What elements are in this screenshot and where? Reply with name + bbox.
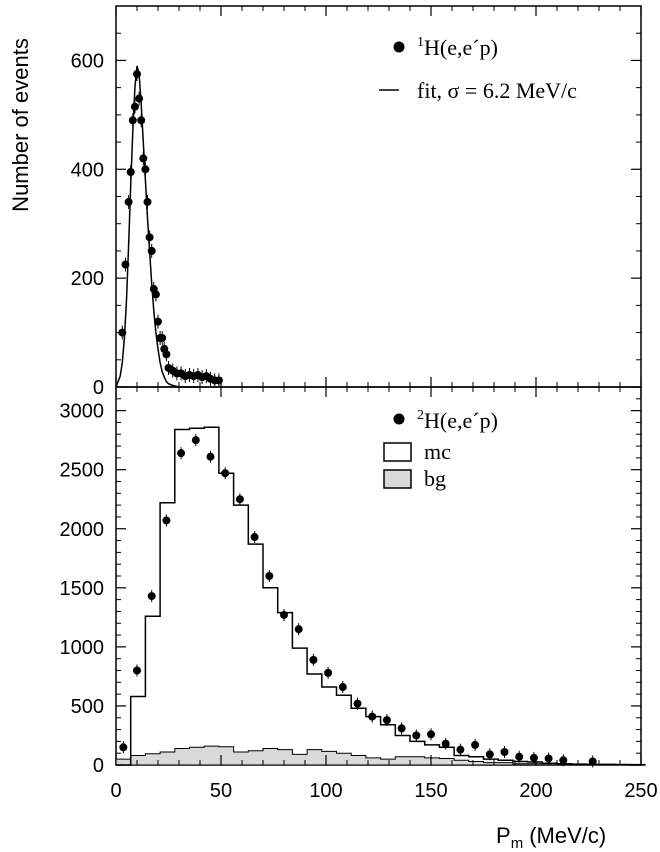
x-tick-label: 0 — [110, 780, 121, 802]
top-data-point — [135, 94, 144, 103]
bottom-data-point — [309, 655, 318, 664]
x-tick-label: 200 — [519, 780, 552, 802]
bottom-data-point — [235, 495, 244, 504]
bottom-data-point — [324, 668, 333, 677]
bottom-y-tick-label: 500 — [71, 696, 104, 718]
x-tick-label: 100 — [309, 780, 342, 802]
bottom-legend-dot-marker — [393, 413, 405, 425]
bottom-data-point — [515, 752, 524, 761]
bottom-y-tick-label: 0 — [93, 755, 104, 777]
top-data-point — [128, 116, 137, 125]
top-data-point — [118, 328, 127, 337]
bottom-data-point — [162, 516, 171, 525]
bottom-y-tick-label: 2000 — [60, 519, 105, 541]
top-legend-item-data: 1H(e,e´p) — [417, 35, 498, 60]
top-data-point — [126, 168, 135, 177]
bottom-data-point — [206, 452, 215, 461]
bottom-y-tick-label: 1500 — [60, 578, 105, 600]
bottom-legend-item-bg: bg — [424, 466, 446, 491]
bottom-y-tick-label: 3000 — [60, 401, 105, 423]
bottom-data-point — [221, 469, 230, 478]
top-data-point — [121, 260, 130, 269]
x-tick-label: 250 — [624, 780, 657, 802]
top-legend-item-fit: fit, σ = 6.2 MeV/c — [417, 78, 577, 103]
top-data-point — [154, 317, 162, 326]
bottom-data-point — [191, 436, 200, 445]
top-data-point — [151, 290, 160, 299]
top-data-point — [158, 334, 167, 343]
bottom-data-point — [485, 750, 494, 759]
bottom-data-point — [280, 610, 288, 619]
bottom-y-tick-label: 2500 — [60, 460, 105, 482]
bottom-data-point — [588, 757, 597, 766]
mc-histogram — [116, 426, 646, 766]
top-legend-dot-marker — [393, 41, 405, 53]
bottom-data-point — [559, 756, 568, 765]
bottom-legend-item-data: 2H(e,e´p) — [417, 408, 498, 433]
bottom-data-point — [338, 683, 347, 692]
bottom-data-point — [500, 748, 509, 757]
bottom-data-point — [529, 753, 538, 762]
top-data-point — [214, 376, 223, 385]
x-tick-label: 150 — [414, 780, 447, 802]
bottom-data-point — [353, 699, 362, 708]
bottom-xlabel: Pm (MeV/c) — [496, 823, 606, 852]
bottom-data-point — [119, 743, 128, 752]
bottom-data-point — [250, 533, 259, 542]
top-data-point — [143, 197, 152, 206]
bottom-legend-mc-box — [383, 442, 412, 462]
x-tick-label: 50 — [210, 780, 232, 802]
bottom-legend-item-mc: mc — [424, 439, 451, 464]
bottom-legend: 2H(e,e´p) mc bg — [383, 408, 498, 491]
top-data-point — [147, 246, 156, 255]
top-data-point — [162, 350, 171, 359]
top-legend: 1H(e,e´p) fit, σ = 6.2 MeV/c — [379, 35, 577, 103]
bottom-data-point — [471, 740, 480, 749]
top-data-point — [124, 197, 133, 206]
bottom-legend-bg-box — [383, 469, 412, 489]
top-data-point — [137, 116, 146, 125]
top-y-tick-label: 200 — [71, 268, 104, 290]
bottom-data-point — [397, 724, 406, 733]
top-y-tick-label: 0 — [93, 377, 104, 399]
top-data-point — [133, 70, 141, 79]
bottom-data-point — [147, 592, 156, 601]
top-y-tick-label: 400 — [71, 159, 104, 181]
top-data-point — [139, 154, 148, 163]
top-data-point — [141, 165, 150, 174]
bottom-data-point — [368, 712, 377, 721]
top-ylabel: Number of events — [8, 38, 33, 212]
bottom-data-point — [133, 666, 141, 675]
bottom-data-point — [265, 572, 274, 580]
top-data-point — [130, 102, 139, 111]
bottom-data-point — [412, 731, 421, 740]
bottom-y-tick-label: 1000 — [60, 637, 105, 659]
bottom-data-point — [177, 449, 186, 458]
bg-histogram — [115, 745, 646, 766]
bottom-data-point — [382, 716, 391, 725]
top-data-point — [145, 233, 154, 242]
bottom-data-point — [456, 745, 465, 754]
bottom-data-point — [294, 625, 303, 634]
bottom-data-point — [427, 730, 435, 739]
bottom-data-point — [544, 754, 553, 763]
top-y-tick-label: 600 — [71, 50, 104, 72]
top-panel-frame — [115, 5, 642, 388]
bottom-data-point — [441, 739, 450, 748]
